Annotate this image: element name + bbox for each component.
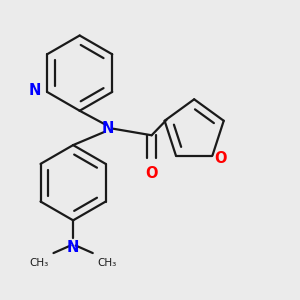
Text: O: O <box>146 167 158 182</box>
Text: CH₃: CH₃ <box>29 258 49 268</box>
Text: N: N <box>67 240 79 255</box>
Text: O: O <box>214 151 227 166</box>
Text: N: N <box>29 83 41 98</box>
Text: CH₃: CH₃ <box>98 258 117 268</box>
Text: N: N <box>101 121 114 136</box>
